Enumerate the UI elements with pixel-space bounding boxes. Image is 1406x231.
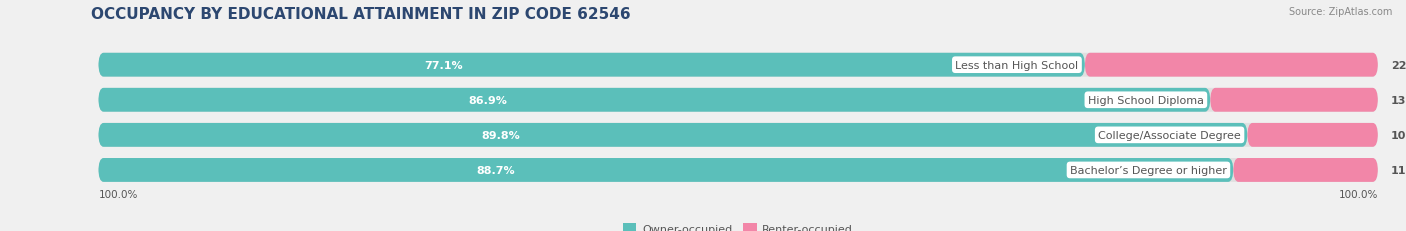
Text: 11.3%: 11.3% bbox=[1391, 165, 1406, 175]
Text: Bachelor’s Degree or higher: Bachelor’s Degree or higher bbox=[1070, 165, 1227, 175]
FancyBboxPatch shape bbox=[98, 158, 1233, 182]
Text: OCCUPANCY BY EDUCATIONAL ATTAINMENT IN ZIP CODE 62546: OCCUPANCY BY EDUCATIONAL ATTAINMENT IN Z… bbox=[91, 7, 631, 22]
FancyBboxPatch shape bbox=[98, 158, 1378, 182]
Text: High School Diploma: High School Diploma bbox=[1088, 95, 1204, 105]
FancyBboxPatch shape bbox=[1085, 54, 1378, 77]
FancyBboxPatch shape bbox=[1211, 88, 1378, 112]
FancyBboxPatch shape bbox=[98, 54, 1378, 77]
Legend: Owner-occupied, Renter-occupied: Owner-occupied, Renter-occupied bbox=[619, 219, 858, 231]
Text: Less than High School: Less than High School bbox=[955, 61, 1078, 70]
Text: 100.0%: 100.0% bbox=[1339, 189, 1378, 199]
Text: 86.9%: 86.9% bbox=[468, 95, 508, 105]
FancyBboxPatch shape bbox=[98, 88, 1378, 112]
Text: 100.0%: 100.0% bbox=[98, 189, 138, 199]
FancyBboxPatch shape bbox=[98, 123, 1378, 147]
Text: 13.1%: 13.1% bbox=[1391, 95, 1406, 105]
Text: 10.2%: 10.2% bbox=[1391, 130, 1406, 140]
FancyBboxPatch shape bbox=[98, 123, 1247, 147]
FancyBboxPatch shape bbox=[98, 54, 1085, 77]
Text: 77.1%: 77.1% bbox=[425, 61, 463, 70]
FancyBboxPatch shape bbox=[1247, 123, 1378, 147]
Text: 88.7%: 88.7% bbox=[477, 165, 515, 175]
FancyBboxPatch shape bbox=[98, 88, 1211, 112]
Text: Source: ZipAtlas.com: Source: ZipAtlas.com bbox=[1288, 7, 1392, 17]
Text: 89.8%: 89.8% bbox=[481, 130, 520, 140]
Text: College/Associate Degree: College/Associate Degree bbox=[1098, 130, 1241, 140]
FancyBboxPatch shape bbox=[1233, 158, 1378, 182]
Text: 22.9%: 22.9% bbox=[1391, 61, 1406, 70]
